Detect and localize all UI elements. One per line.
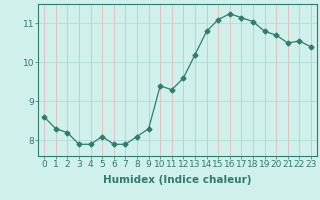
X-axis label: Humidex (Indice chaleur): Humidex (Indice chaleur) (103, 175, 252, 185)
